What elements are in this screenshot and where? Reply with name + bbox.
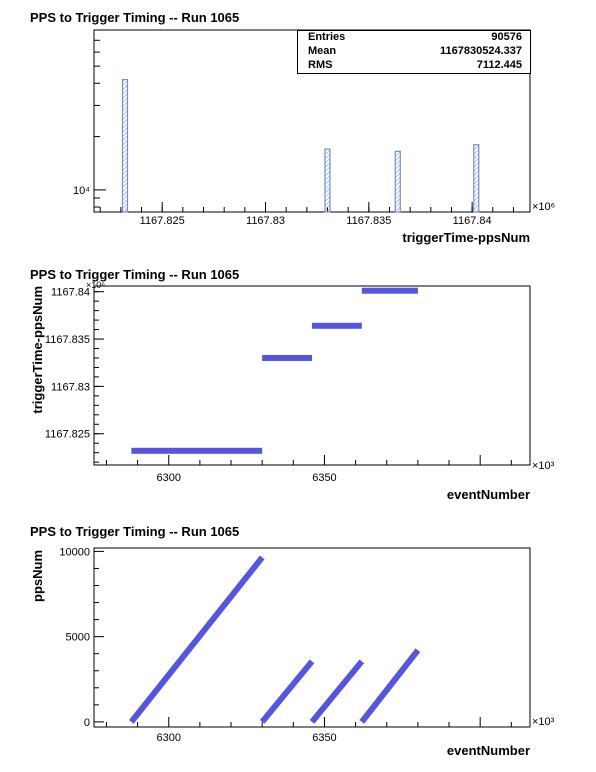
x-tick-label: 1167.83 <box>246 215 285 227</box>
y-axis-label: triggerTime-ppsNum <box>30 286 45 414</box>
data-ramp <box>309 659 365 724</box>
y-tick-label: 0 <box>84 717 90 729</box>
x-multiplier: ×10⁶ <box>532 201 555 213</box>
histogram-panel: PPS to Trigger Timing -- Run 1065 10⁴ 116… <box>0 0 596 260</box>
plot-frame <box>93 547 531 728</box>
histogram-bar <box>473 144 480 213</box>
x-multiplier: ×10³ <box>532 460 555 472</box>
trigger-time-scatter-panel: PPS to Trigger Timing -- Run 1065 6300 63… <box>0 260 596 520</box>
x-axis-label: eventNumber <box>447 743 530 758</box>
data-ramp <box>259 659 315 724</box>
pps-num-scatter-panel: PPS to Trigger Timing -- Run 1065 6300 63… <box>0 520 596 772</box>
y-tick-label: 1167.835 <box>45 334 90 346</box>
x-tick-label: 6300 <box>157 732 181 744</box>
x-tick-label: 6300 <box>157 472 181 484</box>
stats-rms-value: 7112.445 <box>476 59 522 71</box>
data-ramp <box>129 555 265 724</box>
y-axis-label: ppsNum <box>30 550 45 602</box>
x-tick-label: 1167.825 <box>140 215 185 227</box>
stats-mean-value: 1167830524.337 <box>440 45 522 57</box>
histogram-plot: 10⁴ 1167.825 1167.83 1167.835 1167.84 ×10⁶ tri… <box>73 29 555 245</box>
data-band <box>131 447 263 454</box>
y-tick-label: 1167.84 <box>51 287 90 299</box>
histogram-bar <box>121 78 129 213</box>
x-tick-label: 6350 <box>312 472 336 484</box>
x-multiplier: ×10³ <box>532 716 555 728</box>
histogram-bar <box>394 150 401 213</box>
plot-frame <box>93 285 531 466</box>
stats-box: Entries 90576 Mean 1167830524.337 RMS 71… <box>297 30 531 74</box>
x-axis-label: eventNumber <box>447 487 530 502</box>
histogram-bar <box>324 148 331 213</box>
chart-title: PPS to Trigger Timing -- Run 1065 <box>30 10 240 25</box>
x-axis-label: triggerTime-ppsNum <box>402 230 530 245</box>
y-tick-label: 5000 <box>66 632 90 644</box>
stats-rms-label: RMS <box>308 59 333 71</box>
y-multiplier: ×10⁶ <box>86 280 105 290</box>
x-tick-label: 6350 <box>312 732 336 744</box>
pps-num-scatter-plot: 6300 6350 0 5000 10000 ×10³ eventNumber ppsNum <box>30 546 555 758</box>
chart-title: PPS to Trigger Timing -- Run 1065 <box>30 524 240 539</box>
data-band <box>361 287 418 294</box>
y-tick-label: 1167.825 <box>45 429 90 441</box>
y-tick-label: 1167.83 <box>51 381 90 393</box>
y-tick-label: 10⁴ <box>73 185 90 197</box>
data-band <box>312 322 362 329</box>
x-tick-label: 1167.835 <box>346 215 391 227</box>
data-band <box>262 354 312 361</box>
data-ramp <box>359 648 421 724</box>
stats-mean-label: Mean <box>308 45 337 57</box>
stats-entries-label: Entries <box>308 31 346 43</box>
trigger-time-scatter-plot: 6300 63501167.8251167.831167.8351167.84×1… <box>30 280 555 502</box>
stats-entries-value: 90576 <box>491 31 522 43</box>
y-tick-label: 10000 <box>59 546 90 558</box>
x-tick-label: 1167.84 <box>453 215 492 227</box>
chart-title: PPS to Trigger Timing -- Run 1065 <box>30 267 240 282</box>
